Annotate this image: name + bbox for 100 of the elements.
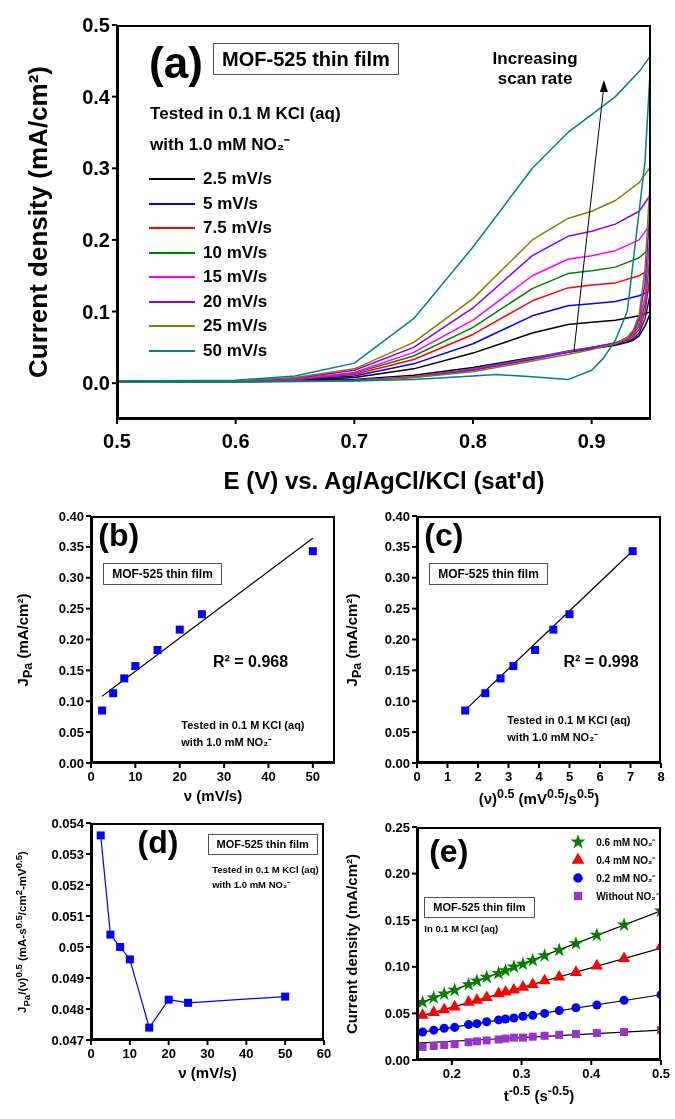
- annotation: (e): [429, 831, 469, 871]
- annotation: MOF-525 thin film: [207, 833, 318, 856]
- x-tick-label: 0.8: [459, 430, 487, 453]
- x-tick-label: 0.3: [512, 1066, 531, 1082]
- annotation: MOF-525 thin film: [103, 562, 222, 586]
- x-tick-label: 0.9: [577, 430, 606, 453]
- x-tick-label: 4: [535, 769, 544, 785]
- y-tick-label: 0.4: [82, 85, 111, 108]
- x-axis-title: (ν)$^{0.5}$ (mV$^{0.5}$/s$^{0.5}$): [477, 787, 601, 807]
- x-axis-title: E (V) vs. Ag/AgCl/KCl (sat'd): [222, 467, 546, 495]
- y-tick-label: 0.15: [58, 662, 84, 678]
- annotation: R² = 0.968: [213, 651, 289, 672]
- y-tick-label: 0.5: [82, 14, 110, 37]
- annotation: MOF-525 thin film: [424, 896, 535, 919]
- x-tick-label: 0.4: [582, 1066, 602, 1082]
- y-tick-label: 0.05: [384, 724, 410, 740]
- y-tick-label: 0.2: [82, 229, 110, 252]
- y-tick-label: 0.10: [384, 693, 410, 709]
- x-tick-label: 30: [216, 769, 232, 785]
- legend-label: 0.2 mM NO₂⁻: [596, 871, 656, 885]
- x-axis-title: ν (mV/s): [177, 1064, 238, 1081]
- y-tick-label: 0.00: [58, 755, 84, 771]
- legend-label: 25 mV/s: [203, 316, 268, 337]
- y-tick-label: 0.049: [51, 970, 84, 986]
- legend-label: 0.6 mM NO₂⁻: [596, 835, 656, 849]
- x-tick-label: 10: [128, 769, 143, 785]
- annotation: In 0.1 M KCl (aq): [424, 922, 499, 934]
- legend-label: 50 mV/s: [203, 340, 268, 361]
- x-tick-label: 10: [122, 1046, 138, 1062]
- legend-label: 15 mV/s: [203, 267, 268, 288]
- y-tick-label: 0.25: [58, 601, 84, 617]
- legend-label: 10 mV/s: [203, 242, 268, 263]
- y-tick-label: 0.053: [51, 846, 84, 862]
- x-tick-label: 7: [626, 769, 635, 785]
- annotation: (a): [149, 36, 203, 89]
- y-tick-label: 0.05: [58, 939, 84, 955]
- y-tick-label: 0.40: [384, 508, 410, 524]
- annotation: with 1.0 mM NO₂⁻: [507, 730, 599, 745]
- x-tick-label: 6: [596, 769, 604, 785]
- x-tick-label: 3: [504, 769, 513, 785]
- x-tick-label: 50: [305, 769, 321, 785]
- annotation: (d): [137, 823, 179, 862]
- legend-label: 5 mV/s: [203, 193, 258, 214]
- y-axis-title: Current density (mA/cm²): [341, 852, 361, 1036]
- annotation: MOF-525 thin film: [429, 562, 548, 586]
- x-tick-label: 8: [657, 769, 665, 785]
- x-tick-label: 40: [239, 1046, 254, 1062]
- y-tick-label: 0.20: [58, 632, 84, 648]
- y-tick-label: 0.00: [384, 755, 410, 771]
- annotation: (b): [98, 516, 140, 555]
- annotation: Tested in 0.1 M KCl (aq): [181, 718, 305, 732]
- x-tick-label: 50: [277, 1046, 293, 1062]
- x-tick-label: 0.5: [103, 430, 131, 453]
- x-tick-label: 0.6: [221, 430, 250, 453]
- legend-label: Without NO₂⁻: [596, 889, 659, 903]
- x-tick-label: 0.2: [442, 1066, 461, 1082]
- y-tick-label: 0.20: [384, 866, 410, 882]
- y-tick-label: 0.3: [82, 157, 110, 180]
- y-tick-label: 0.052: [51, 877, 84, 893]
- annotation: (c): [424, 516, 464, 555]
- x-axis-title: t$^{-0.5}$ (s$^{-0.5}$): [502, 1084, 576, 1104]
- x-tick-label: 20: [172, 769, 187, 785]
- y-tick-label: 0.05: [384, 1006, 410, 1022]
- y-tick-label: 0.10: [384, 959, 410, 975]
- x-tick-label: 0: [87, 769, 95, 785]
- y-tick-label: 0.15: [384, 912, 410, 928]
- annotation: Tested in 0.1 M KCl (aq): [212, 864, 319, 876]
- y-tick-label: 0.35: [384, 539, 410, 555]
- x-tick-label: 0.5: [651, 1066, 671, 1082]
- y-tick-label: 0.40: [58, 508, 84, 524]
- y-tick-label: 0.051: [51, 908, 84, 924]
- y-tick-label: 0.30: [58, 570, 84, 586]
- y-tick-label: 0.25: [384, 819, 410, 835]
- annotation: MOF-525 thin film: [213, 42, 399, 75]
- x-tick-label: 0.7: [340, 430, 369, 453]
- x-tick-label: 30: [200, 1046, 215, 1062]
- x-tick-label: 60: [316, 1046, 332, 1062]
- annotation: Increasing scan rate: [491, 48, 579, 90]
- legend-label: 2.5 mV/s: [203, 169, 273, 190]
- y-tick-label: 0.35: [58, 539, 84, 555]
- x-tick-label: 0: [87, 1046, 95, 1062]
- annotation: with 1.0 mM NO₂⁻: [181, 735, 273, 750]
- y-tick-label: 0.15: [384, 662, 410, 678]
- x-tick-label: 2: [474, 769, 482, 785]
- annotation: R² = 0.998: [563, 651, 639, 672]
- y-tick-label: 0.054: [51, 815, 85, 831]
- y-tick-label: 0.05: [58, 724, 84, 740]
- x-tick-label: 40: [261, 769, 276, 785]
- x-tick-label: 0: [413, 769, 421, 785]
- y-tick-label: 0.0: [82, 372, 110, 395]
- annotation: Tested in 0.1 M KCl (aq): [150, 103, 341, 125]
- y-axis-title: Current density (mA/cm²): [23, 65, 53, 381]
- legend-label: 7.5 mV/s: [203, 218, 273, 239]
- annotation: with 1.0 mM NO₂⁻: [212, 879, 291, 891]
- x-tick-label: 20: [161, 1046, 176, 1062]
- x-tick-label: 1: [443, 769, 452, 785]
- legend-label: 20 mV/s: [203, 291, 268, 312]
- annotation: with 1.0 mM NO₂⁻: [150, 135, 291, 156]
- y-tick-label: 0.20: [384, 632, 410, 648]
- x-tick-label: 5: [565, 769, 574, 785]
